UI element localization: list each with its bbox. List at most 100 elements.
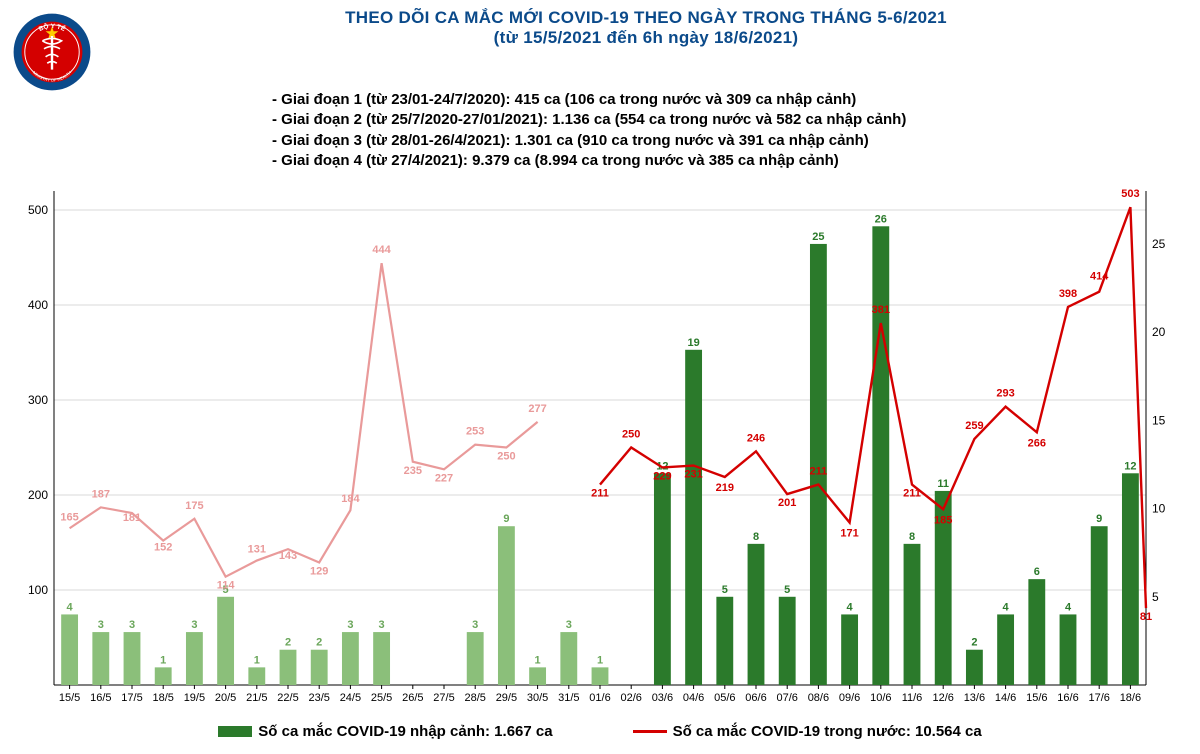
svg-text:13/6: 13/6 bbox=[964, 692, 985, 704]
legend-line-label: Số ca mắc COVID-19 trong nước: 10.564 ca bbox=[673, 723, 982, 740]
svg-text:23/5: 23/5 bbox=[308, 692, 329, 704]
svg-text:16/6: 16/6 bbox=[1057, 692, 1078, 704]
svg-text:4: 4 bbox=[1003, 601, 1010, 613]
svg-text:09/6: 09/6 bbox=[839, 692, 860, 704]
legend-line: Số ca mắc COVID-19 trong nước: 10.564 ca bbox=[633, 723, 982, 740]
header: BỘ Y TẾ MINISTRY OF HEALTH THEO DÕI CA M… bbox=[12, 8, 1188, 92]
svg-text:8: 8 bbox=[909, 531, 915, 543]
svg-text:503: 503 bbox=[1121, 188, 1139, 200]
legend: Số ca mắc COVID-19 nhập cảnh: 1.667 ca S… bbox=[12, 723, 1188, 740]
svg-text:129: 129 bbox=[310, 565, 328, 577]
svg-text:381: 381 bbox=[872, 304, 890, 316]
svg-text:04/6: 04/6 bbox=[683, 692, 704, 704]
svg-text:28/5: 28/5 bbox=[464, 692, 485, 704]
svg-text:31/5: 31/5 bbox=[558, 692, 579, 704]
svg-text:277: 277 bbox=[528, 403, 546, 415]
svg-text:211: 211 bbox=[591, 488, 609, 500]
svg-text:231: 231 bbox=[684, 469, 702, 481]
svg-text:18/6: 18/6 bbox=[1120, 692, 1141, 704]
svg-text:235: 235 bbox=[404, 465, 422, 477]
svg-text:2: 2 bbox=[285, 637, 291, 649]
ministry-logo: BỘ Y TẾ MINISTRY OF HEALTH bbox=[12, 12, 92, 92]
svg-text:29/5: 29/5 bbox=[496, 692, 517, 704]
title-block: THEO DÕI CA MẮC MỚI COVID-19 THEO NGÀY T… bbox=[104, 8, 1188, 48]
svg-text:11: 11 bbox=[937, 478, 949, 490]
svg-text:229: 229 bbox=[653, 470, 671, 482]
svg-text:26/5: 26/5 bbox=[402, 692, 423, 704]
info-line-4: - Giai đoạn 4 (từ 27/4/2021): 9.379 ca (… bbox=[272, 151, 1188, 171]
svg-text:414: 414 bbox=[1090, 271, 1109, 283]
svg-text:211: 211 bbox=[903, 488, 921, 500]
svg-text:184: 184 bbox=[341, 493, 360, 505]
svg-text:10/6: 10/6 bbox=[870, 692, 891, 704]
svg-text:8: 8 bbox=[753, 531, 759, 543]
svg-text:266: 266 bbox=[1028, 437, 1046, 449]
svg-text:16/5: 16/5 bbox=[90, 692, 111, 704]
svg-text:152: 152 bbox=[154, 542, 172, 554]
svg-text:03/6: 03/6 bbox=[652, 692, 673, 704]
svg-text:165: 165 bbox=[60, 511, 78, 523]
svg-text:259: 259 bbox=[965, 420, 983, 432]
svg-text:444: 444 bbox=[372, 244, 391, 256]
svg-text:100: 100 bbox=[28, 583, 48, 597]
svg-text:26: 26 bbox=[875, 213, 887, 225]
svg-text:12/6: 12/6 bbox=[932, 692, 953, 704]
svg-text:114: 114 bbox=[217, 580, 236, 592]
svg-text:5: 5 bbox=[784, 584, 790, 596]
svg-text:131: 131 bbox=[248, 544, 266, 556]
svg-text:6: 6 bbox=[1034, 566, 1040, 578]
svg-text:12: 12 bbox=[1124, 460, 1136, 472]
svg-text:250: 250 bbox=[622, 429, 640, 441]
svg-text:07/6: 07/6 bbox=[776, 692, 797, 704]
svg-text:1: 1 bbox=[597, 654, 603, 666]
svg-text:18/5: 18/5 bbox=[152, 692, 173, 704]
svg-text:20/5: 20/5 bbox=[215, 692, 236, 704]
svg-text:20: 20 bbox=[1152, 325, 1166, 339]
info-line-3: - Giai đoạn 3 (từ 28/01-26/4/2021): 1.30… bbox=[272, 131, 1188, 151]
svg-text:4: 4 bbox=[847, 601, 854, 613]
legend-bar: Số ca mắc COVID-19 nhập cảnh: 1.667 ca bbox=[218, 723, 552, 740]
svg-text:15/6: 15/6 bbox=[1026, 692, 1047, 704]
svg-text:1: 1 bbox=[535, 654, 541, 666]
svg-text:246: 246 bbox=[747, 432, 765, 444]
svg-text:02/6: 02/6 bbox=[620, 692, 641, 704]
svg-text:1: 1 bbox=[160, 654, 166, 666]
svg-text:4: 4 bbox=[67, 601, 74, 613]
svg-text:4: 4 bbox=[1065, 601, 1072, 613]
svg-text:200: 200 bbox=[28, 488, 48, 502]
svg-text:25/5: 25/5 bbox=[371, 692, 392, 704]
svg-text:24/5: 24/5 bbox=[340, 692, 361, 704]
svg-text:3: 3 bbox=[472, 619, 478, 631]
svg-text:05/6: 05/6 bbox=[714, 692, 735, 704]
svg-text:10: 10 bbox=[1152, 502, 1166, 516]
svg-text:1: 1 bbox=[254, 654, 260, 666]
covid-chart: 1002003004005005101520254331351223339131… bbox=[12, 177, 1188, 717]
info-block: - Giai đoạn 1 (từ 23/01-24/7/2020): 415 … bbox=[272, 90, 1188, 171]
svg-text:187: 187 bbox=[92, 488, 110, 500]
svg-text:06/6: 06/6 bbox=[745, 692, 766, 704]
svg-text:08/6: 08/6 bbox=[808, 692, 829, 704]
line-swatch-icon bbox=[633, 730, 667, 733]
svg-text:3: 3 bbox=[347, 619, 353, 631]
svg-text:400: 400 bbox=[28, 298, 48, 312]
svg-text:2: 2 bbox=[316, 637, 322, 649]
svg-text:3: 3 bbox=[191, 619, 197, 631]
svg-text:175: 175 bbox=[185, 500, 203, 512]
chart-container: BỘ Y TẾ MINISTRY OF HEALTH THEO DÕI CA M… bbox=[0, 0, 1200, 754]
svg-text:185: 185 bbox=[934, 514, 952, 526]
svg-text:27/5: 27/5 bbox=[433, 692, 454, 704]
svg-text:14/6: 14/6 bbox=[995, 692, 1016, 704]
svg-text:15: 15 bbox=[1152, 413, 1166, 427]
svg-text:17/5: 17/5 bbox=[121, 692, 142, 704]
svg-text:3: 3 bbox=[129, 619, 135, 631]
svg-text:293: 293 bbox=[996, 388, 1014, 400]
svg-text:300: 300 bbox=[28, 393, 48, 407]
legend-bar-label: Số ca mắc COVID-19 nhập cảnh: 1.667 ca bbox=[258, 723, 552, 740]
svg-text:17/6: 17/6 bbox=[1088, 692, 1109, 704]
svg-text:15/5: 15/5 bbox=[59, 692, 80, 704]
svg-text:171: 171 bbox=[840, 528, 858, 540]
svg-text:22/5: 22/5 bbox=[277, 692, 298, 704]
info-line-2: - Giai đoạn 2 (từ 25/7/2020-27/01/2021):… bbox=[272, 110, 1188, 130]
svg-text:211: 211 bbox=[810, 466, 828, 478]
svg-text:5: 5 bbox=[1152, 590, 1159, 604]
